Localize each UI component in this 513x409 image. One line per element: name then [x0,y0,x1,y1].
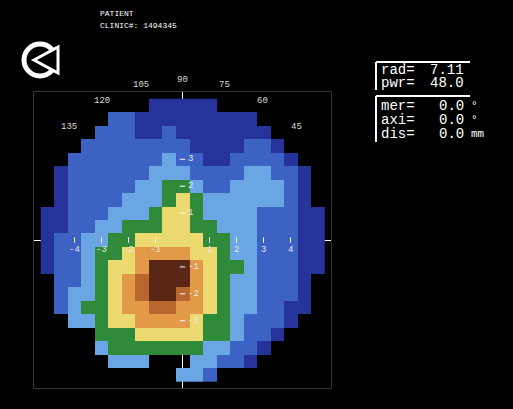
svg-text:3: 3 [188,154,193,164]
svg-text:2: 2 [188,181,193,191]
svg-text:0.0: 0.0 [439,98,464,114]
svg-text:-2: -2 [188,289,199,299]
svg-text:7.11: 7.11 [430,62,464,78]
svg-text:-1: -1 [188,262,199,272]
svg-text:PATIENT: PATIENT [100,9,134,18]
svg-text:°: ° [471,114,478,126]
svg-text:4: 4 [288,245,293,255]
svg-text:48.0: 48.0 [430,75,464,91]
svg-text:1: 1 [188,208,193,218]
svg-text:60: 60 [257,96,268,106]
svg-text:-2: -2 [123,245,134,255]
svg-text:-4: -4 [69,245,80,255]
svg-text:mer=: mer= [381,98,415,114]
svg-text:axi=: axi= [381,112,415,128]
svg-text:mm: mm [471,128,485,140]
svg-text:-3: -3 [188,316,199,326]
svg-text:-1: -1 [150,245,161,255]
svg-text:°: ° [471,100,478,112]
svg-text:120: 120 [94,96,110,106]
svg-text:dis=: dis= [381,126,415,142]
svg-text:3: 3 [261,245,266,255]
svg-text:0.0: 0.0 [439,126,464,142]
svg-text:1: 1 [207,245,212,255]
svg-text:pwr=: pwr= [381,75,415,91]
svg-text:-3: -3 [96,245,107,255]
svg-text:45: 45 [291,122,302,132]
svg-text:CLINIC#: 1494345: CLINIC#: 1494345 [100,21,177,30]
svg-text:135: 135 [61,122,77,132]
svg-text:105: 105 [133,80,149,90]
svg-text:2: 2 [234,245,239,255]
svg-text:rad=: rad= [381,62,415,78]
svg-text:90: 90 [177,75,188,85]
svg-text:75: 75 [219,80,230,90]
svg-text:0.0: 0.0 [439,112,464,128]
